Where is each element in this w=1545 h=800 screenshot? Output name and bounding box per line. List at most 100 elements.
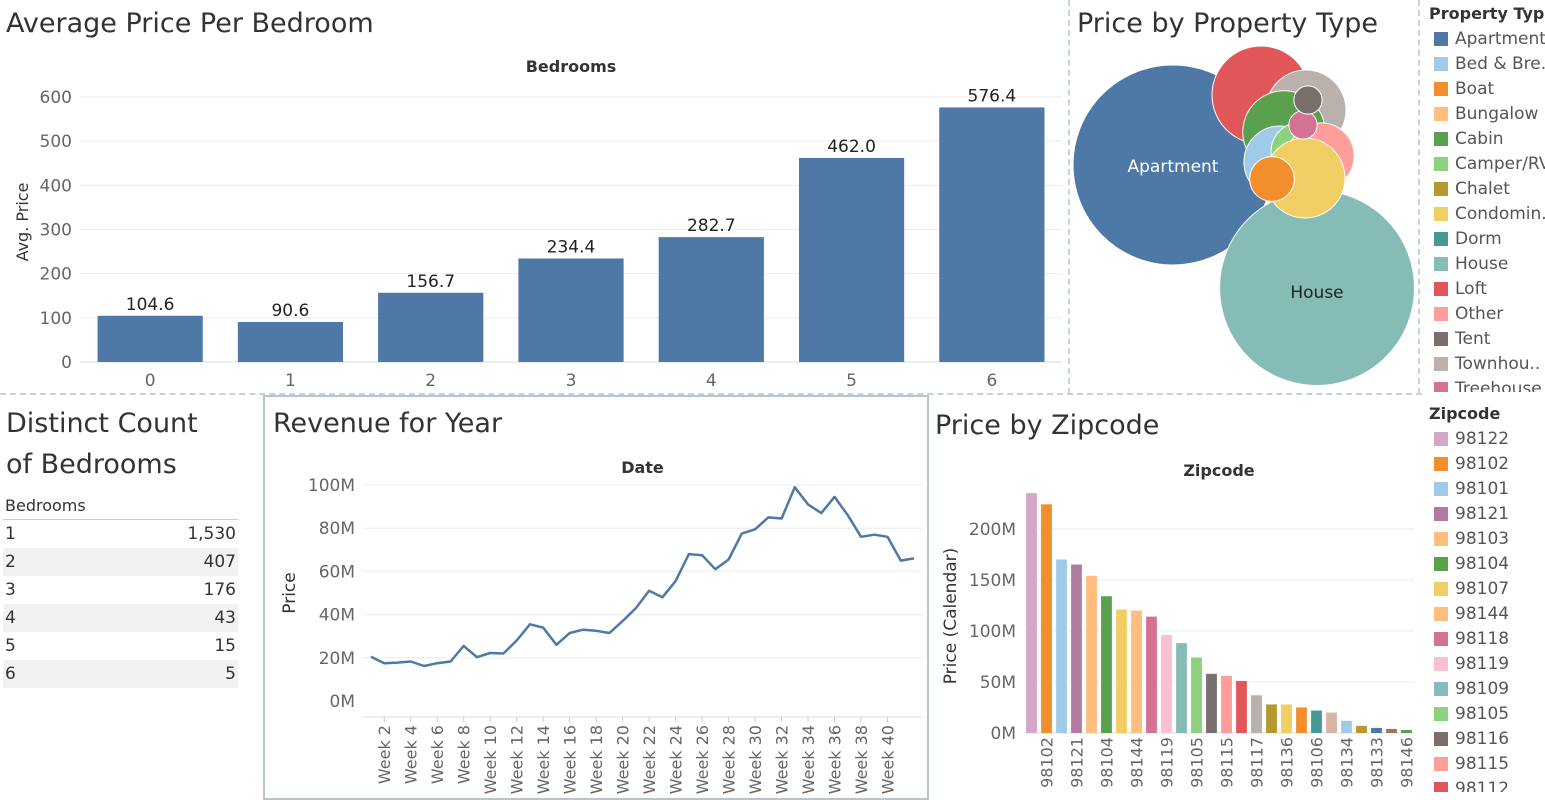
zipcode-bar <box>1356 725 1367 733</box>
zipcode-legend-item[interactable]: 98116 <box>1434 726 1545 751</box>
property-legend-item[interactable]: Cabin <box>1434 126 1545 151</box>
zipcode-y-axis-label: Price (Calendar) <box>941 548 961 685</box>
legend-swatch <box>1434 306 1448 321</box>
legend-swatch <box>1434 156 1448 171</box>
zipcode-legend-item[interactable]: 98104 <box>1434 551 1545 576</box>
table-cell-bedrooms: 5 <box>5 636 16 656</box>
legend-swatch <box>1434 631 1448 646</box>
revenue-x-tick: Week 24 <box>667 725 686 794</box>
bedroom-bar <box>798 157 905 362</box>
zipcode-bar-chart: Zipcode Price (Calendar) 200M 150M 100M 50M 0M… <box>941 461 1417 788</box>
zipcode-legend-item[interactable]: 98102 <box>1434 451 1545 476</box>
legend-label: 98104 <box>1455 553 1510 574</box>
table-cell-bedrooms: 1 <box>5 524 16 544</box>
zipcode-bar <box>1161 635 1172 733</box>
revenue-y-tick: 20M <box>319 649 355 669</box>
zipcode-legend-item[interactable]: 98144 <box>1434 601 1545 626</box>
zipcode-bar <box>1131 610 1142 733</box>
legend-label: Cabin <box>1455 128 1504 149</box>
table-cell-count: 176 <box>203 580 236 600</box>
legend-swatch <box>1434 756 1448 771</box>
legend-swatch <box>1434 131 1448 146</box>
zipcode-legend-item[interactable]: 98121 <box>1434 501 1545 526</box>
bedroom-bar-value: 104.6 <box>126 295 175 315</box>
revenue-x-tick: Week 8 <box>455 725 474 784</box>
bedroom-bar <box>518 258 624 362</box>
revenue-x-tick: Week 30 <box>746 725 765 794</box>
property-legend-item[interactable]: Bed & Bre.. <box>1434 51 1545 76</box>
zipcode-legend-item[interactable]: 98122 <box>1434 426 1545 451</box>
bedroom-bar-value: 462.0 <box>827 137 876 157</box>
property-legend-item[interactable]: Condomin.. <box>1434 201 1545 226</box>
legend-label: 98122 <box>1455 428 1510 449</box>
zipcode-legend-item[interactable]: 98115 <box>1434 751 1545 776</box>
legend-label: Bungalow <box>1455 103 1539 124</box>
bedroom-y-tick: 200 <box>40 265 72 285</box>
revenue-x-tick: Week 10 <box>481 725 500 794</box>
property-legend-item[interactable]: Chalet <box>1434 176 1545 201</box>
property-legend-item[interactable]: Bungalow <box>1434 101 1545 126</box>
zipcode-legend-item[interactable]: 98109 <box>1434 676 1545 701</box>
property-legend-item[interactable]: Loft <box>1434 276 1545 301</box>
legend-label: 98118 <box>1455 628 1510 649</box>
bedroom-x-tick: 0 <box>145 371 156 391</box>
property-legend-item[interactable]: Other <box>1434 301 1545 326</box>
zipcode-legend-item[interactable]: 98112 <box>1434 776 1545 792</box>
bedroom-bar-value: 156.7 <box>406 272 455 292</box>
legend-label: Apartment <box>1455 28 1545 49</box>
revenue-x-tick: Week 18 <box>587 725 606 794</box>
zipcode-legend-item[interactable]: 98107 <box>1434 576 1545 601</box>
property-legend-item[interactable]: Townhou.. <box>1434 351 1545 376</box>
legend-swatch <box>1434 381 1448 392</box>
legend-label: Camper/RV <box>1455 153 1545 174</box>
property-legend-item[interactable]: Dorm <box>1434 226 1545 251</box>
legend-swatch <box>1434 606 1448 621</box>
zipcode-x-tick: 98121 <box>1068 737 1087 788</box>
zipcode-legend-item[interactable]: 98119 <box>1434 651 1545 676</box>
property-legend-item[interactable]: House <box>1434 251 1545 276</box>
revenue-x-tick: Week 26 <box>693 725 712 794</box>
revenue-x-tick: Week 22 <box>640 725 659 794</box>
table-cell-count: 5 <box>147 660 238 688</box>
legend-swatch <box>1434 231 1448 246</box>
table-header-empty <box>147 491 238 520</box>
zipcode-bar <box>1311 710 1322 733</box>
property-legend-item[interactable]: Tent <box>1434 326 1545 351</box>
revenue-x-tick: Week 20 <box>614 725 633 794</box>
revenue-y-tick: 100M <box>308 476 355 496</box>
table-cell-bedrooms: 3 <box>5 580 16 600</box>
revenue-top-axis-label: Date <box>621 458 664 477</box>
revenue-x-tick: Week 14 <box>534 725 553 794</box>
property-legend-item[interactable]: Treehouse <box>1434 376 1545 392</box>
bedroom-x-tick: 1 <box>285 371 296 391</box>
zipcode-bar <box>1341 720 1352 733</box>
zipcode-x-tick: 98136 <box>1278 737 1297 788</box>
property-legend-item[interactable]: Boat <box>1434 76 1545 101</box>
property-legend-item[interactable]: Camper/RV <box>1434 151 1545 176</box>
revenue-x-tick: Week 12 <box>508 725 527 794</box>
divider-vertical-right <box>1418 0 1420 394</box>
table-cell-count: 1,530 <box>187 524 236 544</box>
legend-swatch <box>1434 206 1448 221</box>
legend-label: 98119 <box>1455 653 1510 674</box>
zipcode-legend-item[interactable]: 98105 <box>1434 701 1545 726</box>
zipcode-legend-item[interactable]: 98103 <box>1434 526 1545 551</box>
bedroom-x-tick: 6 <box>986 371 997 391</box>
property-legend-item[interactable]: Apartment <box>1434 26 1545 51</box>
table-cell-count: 15 <box>214 636 236 656</box>
legend-label: 98103 <box>1455 528 1510 549</box>
zipcode-bar <box>1116 609 1127 733</box>
zipcode-legend-item[interactable]: 98101 <box>1434 476 1545 501</box>
revenue-y-tick: 80M <box>319 519 355 539</box>
bedroom-y-tick: 400 <box>40 176 72 196</box>
property-legend-title: Property Type <box>1429 4 1545 23</box>
zipcode-legend-item[interactable]: 98118 <box>1434 626 1545 651</box>
table-cell-count: 43 <box>147 604 238 632</box>
zipcode-bar <box>1146 616 1157 733</box>
legend-label: Townhou.. <box>1455 353 1541 374</box>
bubble-boat <box>1249 156 1295 202</box>
bubble-label-apartment: Apartment <box>1128 157 1219 177</box>
legend-label: Tent <box>1455 328 1491 349</box>
bedroom-bar-value: 234.4 <box>547 237 596 257</box>
